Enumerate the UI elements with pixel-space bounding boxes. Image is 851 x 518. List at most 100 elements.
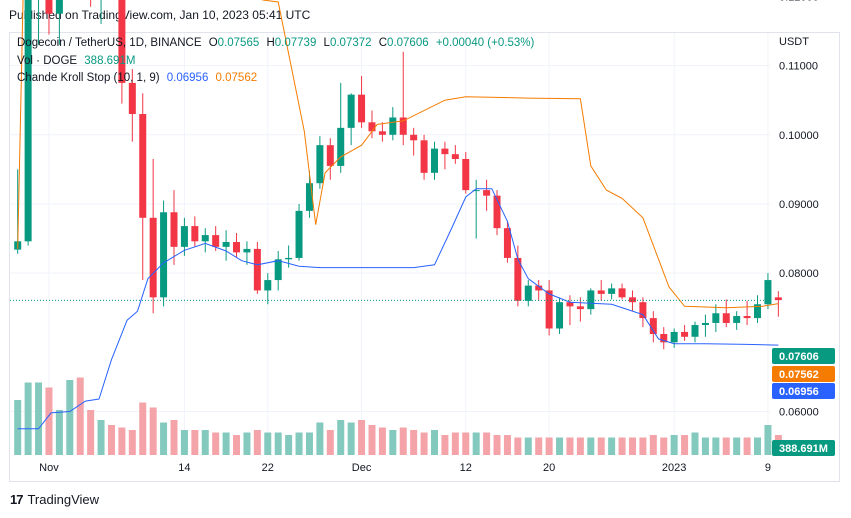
candle-body — [535, 285, 543, 291]
candle-body — [441, 148, 449, 155]
volume-bar — [587, 437, 595, 455]
volume-bar — [233, 435, 241, 455]
volume-bar — [368, 425, 376, 455]
volume-bar — [712, 437, 720, 455]
candle-body — [431, 148, 438, 173]
volume-bar — [556, 437, 564, 455]
legend-row-symbol: Dogecoin / TetherUS, 1D, BINANCE O0.0756… — [17, 37, 538, 49]
volume-bar — [201, 430, 209, 455]
tradingview-logo-icon: 17 — [10, 492, 24, 507]
candle-body — [556, 302, 564, 329]
price-labels: 0.07606 0.07562 0.06956 388.691M — [772, 348, 835, 456]
volume-bar — [128, 430, 136, 455]
volume-bar — [649, 435, 657, 455]
volume-bar — [107, 425, 115, 455]
candle-body — [493, 195, 501, 229]
volume-bar — [503, 435, 511, 455]
candle-body — [337, 127, 345, 166]
volume-bar — [35, 382, 43, 455]
volume-bar — [681, 435, 689, 455]
candlesticks — [14, 0, 782, 350]
time-tick-label: 22 — [262, 462, 274, 474]
volume-bar — [160, 422, 168, 455]
volume-bar — [295, 432, 303, 455]
stop-short-price-label: 0.07562 — [779, 369, 819, 381]
currency-label: USDT — [779, 36, 809, 48]
candle-body — [649, 318, 657, 335]
candle-body — [326, 145, 334, 166]
stop-short-line — [17, 0, 779, 309]
candle-body — [618, 288, 626, 298]
candle-body — [462, 158, 470, 191]
legend-change-value: +0.00040 (+0.53%) — [435, 37, 535, 49]
volume-bar — [66, 380, 74, 455]
volume-bar — [139, 402, 147, 455]
volume-bar — [97, 420, 105, 455]
legend-stop-long-value: 0.06956 — [166, 72, 209, 84]
candle-body — [243, 248, 251, 253]
candle-body — [639, 302, 647, 319]
candle-body — [722, 313, 730, 323]
volume-bar — [274, 432, 282, 455]
candle-body — [347, 94, 355, 128]
volume-bar — [87, 410, 95, 455]
time-tick-label: 20 — [543, 462, 555, 474]
footer-brand: TradingView — [27, 492, 100, 507]
volume-bar — [733, 437, 741, 455]
volume-bar — [149, 407, 157, 455]
candle-body — [170, 212, 178, 247]
legend-stop-short-value: 0.07562 — [215, 72, 258, 84]
volume-bar — [535, 437, 543, 455]
candle-body — [212, 235, 220, 247]
price-tick-label: 0.11000 — [779, 61, 818, 73]
legend-row-indicator: Chande Kroll Stop (10, 1, 9) 0.06956 0.0… — [17, 72, 261, 84]
candle-body — [222, 242, 230, 247]
candle-body — [566, 302, 574, 307]
volume-bar — [701, 437, 709, 455]
volume-bar — [180, 430, 188, 455]
legend-high-label: H — [266, 37, 275, 49]
volume-bar — [191, 430, 199, 455]
volume-bar — [264, 432, 272, 455]
candle-body — [597, 290, 605, 294]
stop-long-price-label: 0.06956 — [779, 386, 819, 398]
volume-bar — [483, 432, 491, 455]
volume-bar — [431, 430, 438, 455]
candle-body — [118, 0, 126, 83]
candle-body — [628, 297, 636, 303]
price-tick-label: 0.12000 — [779, 0, 819, 3]
legend-close-value: 0.07606 — [387, 37, 429, 49]
candle-body — [660, 334, 668, 343]
volume-bar — [639, 437, 647, 455]
volume-bar — [764, 425, 772, 455]
time-tick-label: 2023 — [662, 462, 686, 474]
legend-volume-value: 388.691M — [84, 55, 136, 67]
close-price-label-bg — [772, 348, 835, 364]
price-tick-label: 0.09000 — [779, 199, 819, 211]
candle-body — [410, 134, 418, 141]
volume-bar — [316, 422, 324, 455]
candle-body — [691, 325, 699, 337]
volume-bar — [441, 435, 449, 455]
tradingview-footer[interactable]: 17 TradingView — [10, 492, 99, 507]
candle-body — [420, 140, 428, 173]
volume-bar — [76, 377, 84, 455]
time-tick-label: Dec — [352, 462, 372, 474]
candle-body — [358, 94, 366, 123]
candle-body — [576, 306, 584, 310]
candle-body — [670, 331, 678, 343]
time-tick-label: Nov — [39, 462, 59, 474]
volume-bar — [243, 432, 251, 455]
candle-body — [503, 228, 511, 258]
candle-body — [399, 117, 407, 135]
candle-body — [285, 257, 293, 260]
candle-body — [451, 154, 459, 159]
volume-price-label: 388.691M — [779, 443, 828, 455]
candle-body — [754, 304, 762, 319]
legend-close-label: C — [378, 37, 388, 49]
volume-bar — [576, 437, 584, 455]
volume-bar — [14, 400, 22, 455]
legend-low-value: 0.07372 — [329, 37, 372, 49]
volume-bar — [420, 432, 428, 455]
